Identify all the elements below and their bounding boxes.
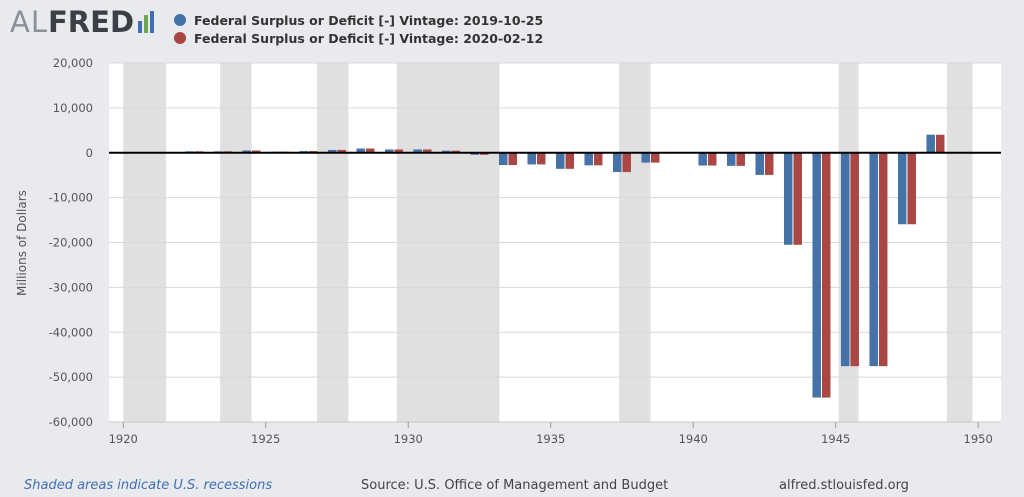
bar-chart: 20,000 10,000 0 -10,000 -20,000 -30,000 -40,00…	[49, 56, 1001, 446]
bar-series-2	[422, 149, 432, 153]
bar-series-2	[907, 152, 916, 225]
bar-series-2	[935, 134, 945, 153]
alfred-logo[interactable]: AL FRED	[10, 4, 155, 40]
bar-series-1	[498, 152, 508, 166]
bar-series-2	[707, 152, 717, 166]
bar-series-2	[394, 149, 403, 153]
logo-fred-text: FRED	[48, 5, 135, 39]
x-tick-label: 1940	[679, 432, 708, 446]
legend-label-series-1: Federal Surplus or Deficit [-] Vintage: …	[194, 12, 544, 28]
bar-series-2	[764, 152, 774, 175]
bar-series-2	[878, 152, 888, 367]
bar-series-2	[508, 152, 517, 166]
y-tick-label: -20,000	[49, 236, 93, 250]
bar-series-2	[821, 152, 831, 398]
bar-series-2	[451, 150, 460, 153]
fred-bars-icon	[138, 11, 155, 33]
bar-series-1	[384, 149, 394, 153]
bar-series-2	[850, 152, 859, 367]
bar-series-2	[565, 152, 574, 169]
legend-marker-series-1	[174, 14, 186, 26]
y-tick-label: -60,000	[49, 415, 93, 429]
legend-item-series-1[interactable]: Federal Surplus or Deficit [-] Vintage: …	[174, 11, 543, 29]
bar-series-2	[536, 152, 546, 165]
bar-series-2	[736, 152, 745, 166]
x-tick-label: 1935	[536, 432, 565, 446]
bar-series-2	[337, 149, 346, 153]
chart-legend: Federal Surplus or Deficit [-] Vintage: …	[174, 11, 543, 47]
bar-series-1	[527, 152, 536, 165]
bar-series-1	[356, 148, 365, 153]
bar-series-1	[555, 152, 565, 169]
legend-marker-series-2	[174, 32, 186, 44]
bar-series-2	[650, 152, 660, 163]
bar-series-2	[622, 152, 631, 173]
logo-al-text: AL	[10, 5, 48, 39]
legend-item-series-2[interactable]: Federal Surplus or Deficit [-] Vintage: …	[174, 29, 543, 47]
y-tick-label: 20,000	[53, 56, 93, 70]
bar-series-1	[755, 152, 764, 175]
bar-series-2	[365, 148, 375, 153]
y-tick-label: -40,000	[49, 325, 93, 339]
bar-series-1	[726, 152, 736, 166]
y-tick-label: -30,000	[49, 280, 93, 294]
x-tick-label: 1950	[964, 432, 993, 446]
x-tick-label: 1920	[109, 432, 138, 446]
recession-note: Shaded areas indicate U.S. recessions	[24, 478, 273, 493]
bar-series-1	[869, 152, 878, 367]
y-tick-label: 10,000	[53, 101, 93, 115]
bar-series-1	[641, 152, 650, 163]
bar-series-1	[242, 150, 251, 153]
bar-series-2	[793, 152, 802, 245]
bar-series-1	[840, 152, 850, 367]
y-tick-label: -10,000	[49, 191, 93, 205]
y-tick-label: -50,000	[49, 370, 93, 384]
site-link[interactable]: alfred.stlouisfed.org	[779, 478, 909, 493]
y-tick-label: 0	[86, 146, 93, 160]
x-tick-label: 1925	[251, 432, 280, 446]
source-note: Source: U.S. Office of Management and Bu…	[361, 478, 669, 493]
x-tick-label: 1945	[821, 432, 850, 446]
x-tick-label: 1930	[394, 432, 423, 446]
bar-series-1	[470, 152, 479, 155]
bar-series-1	[413, 149, 422, 153]
bar-series-1	[783, 152, 793, 245]
bar-series-1	[926, 134, 935, 153]
bar-series-1	[612, 152, 622, 173]
bar-series-1	[812, 152, 821, 398]
bar-series-2	[251, 150, 261, 153]
bar-series-2	[593, 152, 603, 166]
legend-label-series-2: Federal Surplus or Deficit [-] Vintage: …	[194, 30, 544, 46]
bar-series-1	[897, 152, 907, 225]
bar-series-1	[441, 150, 451, 153]
bar-series-1	[584, 152, 593, 166]
bar-series-1	[327, 149, 337, 153]
bar-series-2	[479, 152, 489, 155]
bar-series-1	[698, 152, 707, 166]
